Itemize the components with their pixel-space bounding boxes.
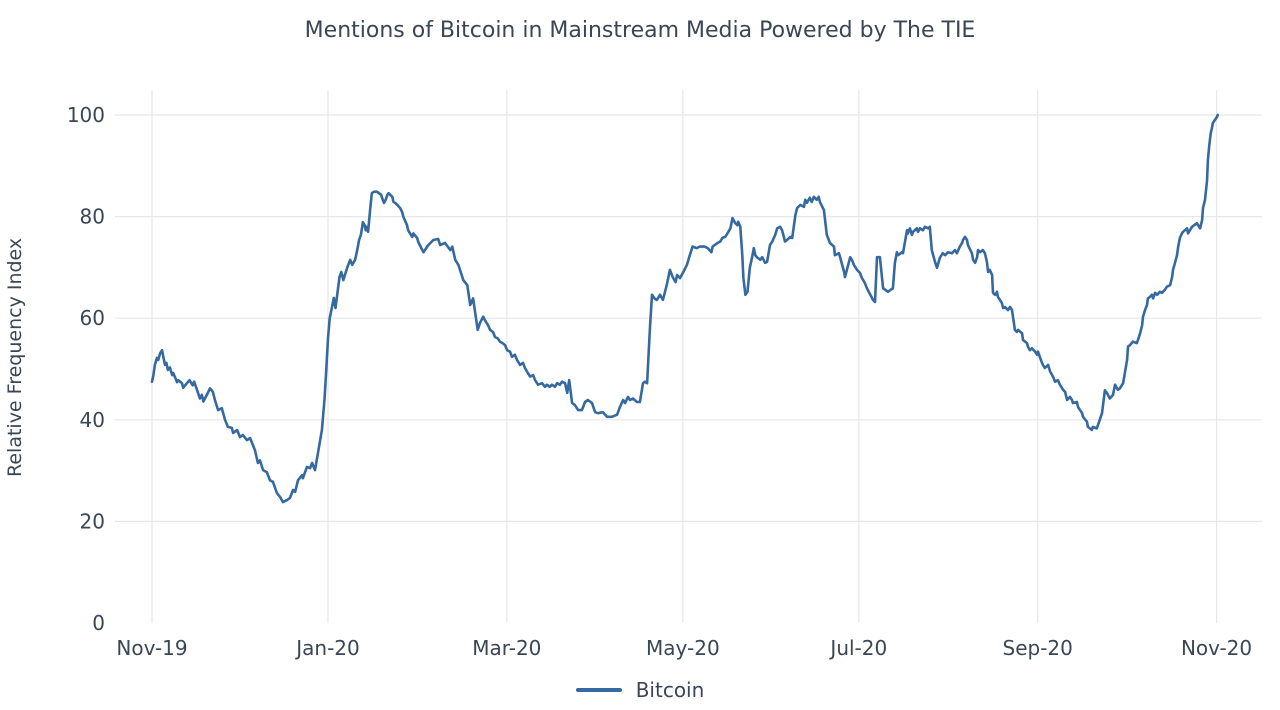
legend-line-swatch bbox=[575, 688, 622, 692]
y-tick-label-80: 80 bbox=[80, 205, 105, 229]
x-tick-label-Nov-19: Nov-19 bbox=[116, 636, 187, 660]
x-tick-label-Jul-20: Jul-20 bbox=[828, 636, 887, 660]
x-tick-label-Jan-20: Jan-20 bbox=[294, 636, 360, 660]
chart-title: Mentions of Bitcoin in Mainstream Media … bbox=[304, 18, 976, 43]
y-tick-label-40: 40 bbox=[80, 408, 105, 432]
legend-label: Bitcoin bbox=[635, 678, 705, 702]
x-tick-label-Sep-20: Sep-20 bbox=[1003, 636, 1073, 660]
y-tick-label-20: 20 bbox=[80, 509, 105, 533]
x-tick-label-Nov-20: Nov-20 bbox=[1181, 636, 1252, 660]
y-tick-label-0: 0 bbox=[92, 611, 105, 635]
y-tick-label-60: 60 bbox=[80, 306, 105, 330]
y-tick-label-100: 100 bbox=[67, 103, 105, 127]
x-tick-label-Mar-20: Mar-20 bbox=[472, 636, 541, 660]
x-tick-label-May-20: May-20 bbox=[646, 636, 720, 660]
bitcoin-series-line bbox=[150, 113, 1219, 504]
legend: Bitcoin bbox=[0, 678, 1280, 702]
